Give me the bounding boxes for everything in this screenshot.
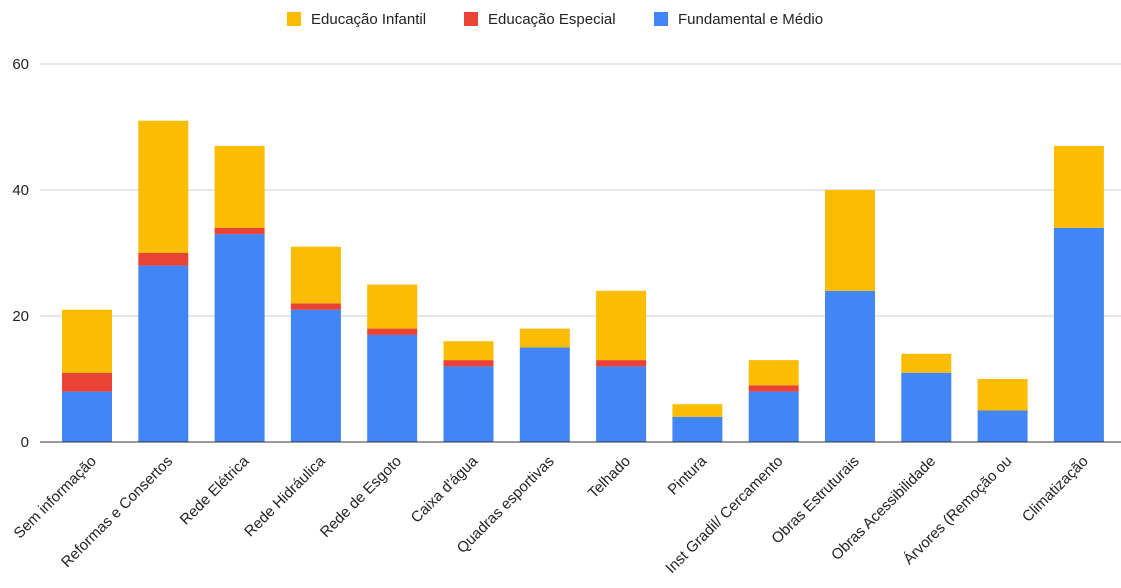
y-tick-label: 20 [12, 308, 29, 325]
legend-swatch [464, 12, 478, 26]
bar-segment-educacao-infantil [596, 290, 647, 361]
bar-segment-fundamental-e-medio [138, 265, 189, 442]
bar-stack-obras-estruturais [825, 190, 875, 442]
y-axis: 0 20 40 60 [12, 56, 29, 451]
bar-segment-educacao-infantil [519, 328, 570, 348]
x-tick-label: Rede de Esgoto [317, 453, 405, 541]
bar-segment-educacao-infantil [748, 360, 799, 386]
bar-segment-educacao-infantil [977, 379, 1028, 411]
y-tick-label: 40 [12, 182, 29, 199]
legend-swatch [287, 12, 301, 26]
x-tick-label: Sem informação [11, 453, 100, 542]
bar-segment-fundamental-e-medio [825, 290, 875, 442]
bar-segment-educacao-infantil [901, 353, 952, 373]
bar-stack-rede-de-esgoto [367, 284, 418, 442]
bar-segment-educacao-especial [367, 328, 418, 335]
legend-label: Educação Infantil [311, 11, 426, 28]
y-tick-label: 60 [12, 56, 29, 73]
bars [62, 120, 1104, 442]
bar-segment-educacao-especial [290, 303, 341, 310]
bar-segment-fundamental-e-medio [672, 416, 723, 442]
bar-segment-educacao-especial [443, 360, 494, 367]
legend-label: Educação Especial [488, 11, 616, 28]
bar-segment-educacao-especial [138, 253, 189, 266]
bar-stack-obras-acessibilidade [901, 353, 952, 442]
gridlines [40, 63, 1121, 317]
x-tick-label: Climatização [1019, 453, 1092, 526]
bar-segment-fundamental-e-medio [62, 391, 112, 442]
bar-segment-educacao-especial [748, 385, 799, 392]
bar-segment-fundamental-e-medio [367, 334, 418, 442]
bar-segment-educacao-infantil [290, 246, 341, 304]
bar-stack-rede-eletrica [214, 145, 265, 442]
bar-segment-educacao-infantil [138, 120, 189, 253]
x-tick-label: Pintura [665, 452, 711, 498]
bar-segment-educacao-infantil [62, 309, 112, 373]
bar-segment-fundamental-e-medio [748, 391, 799, 442]
bar-stack-quadras-esportivas [519, 328, 570, 442]
y-tick-label: 0 [21, 434, 29, 451]
bar-segment-educacao-infantil [672, 404, 723, 417]
x-tick-label: Telhado [585, 453, 634, 502]
bar-stack-climatizacao [1053, 145, 1104, 442]
bar-segment-educacao-infantil [367, 284, 418, 329]
legend-item-educacao-especial: Educação Especial [464, 11, 616, 28]
legend: Educação Infantil Educação Especial Fundam… [287, 11, 823, 28]
bar-segment-fundamental-e-medio [443, 366, 494, 442]
legend-item-educacao-infantil: Educação Infantil [287, 11, 426, 28]
bar-segment-educacao-infantil [1053, 145, 1104, 228]
bar-segment-fundamental-e-medio [290, 309, 341, 442]
x-tick-label: Rede Elétrica [177, 452, 253, 528]
legend-label: Fundamental e Médio [678, 11, 823, 28]
bar-stack-pintura [672, 404, 723, 442]
bar-segment-educacao-especial [596, 360, 647, 367]
bar-segment-fundamental-e-medio [1053, 227, 1104, 442]
bar-segment-educacao-infantil [825, 190, 875, 291]
bar-segment-fundamental-e-medio [977, 410, 1028, 442]
legend-swatch [654, 12, 668, 26]
bar-segment-educacao-infantil [214, 145, 265, 228]
bar-segment-fundamental-e-medio [519, 347, 570, 442]
bar-stack-inst-gradil-cercamento [748, 360, 799, 442]
bar-stack-arvores-remocao-ou [977, 379, 1028, 442]
bar-stack-sem-informacao [62, 309, 112, 442]
bar-segment-fundamental-e-medio [214, 234, 265, 442]
x-tick-label: Caixa d'água [408, 452, 482, 526]
bar-segment-educacao-infantil [443, 341, 494, 361]
bar-segment-educacao-especial [214, 227, 265, 235]
bar-segment-fundamental-e-medio [596, 366, 647, 442]
bar-stack-reformas-e-consertos [138, 120, 189, 442]
bar-stack-rede-hidraulica [290, 246, 341, 442]
bar-stack-caixa-d-agua [443, 341, 494, 442]
legend-item-fundamental-e-medio: Fundamental e Médio [654, 11, 823, 28]
x-tick-label: Rede Hidráulica [241, 452, 329, 540]
bar-stack-telhado [596, 290, 647, 442]
bar-segment-educacao-especial [62, 372, 112, 392]
bar-segment-fundamental-e-medio [901, 372, 952, 442]
